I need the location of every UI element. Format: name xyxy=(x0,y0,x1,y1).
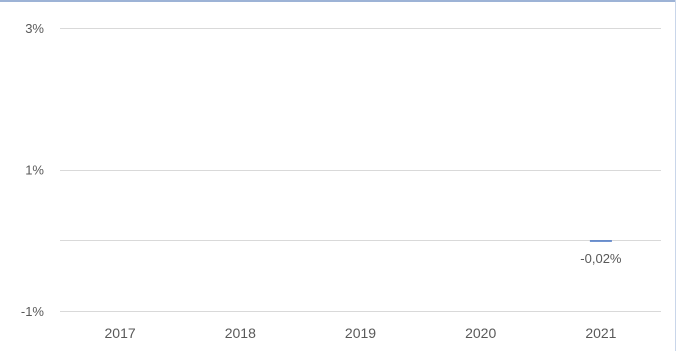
x-tick-label: 2021 xyxy=(585,325,616,341)
data-labels: -0,02% xyxy=(580,251,622,266)
data-label: -0,02% xyxy=(580,251,622,266)
y-tick-label: 1% xyxy=(25,163,44,178)
chart-top-border xyxy=(0,0,676,2)
gridlines xyxy=(60,28,661,312)
bar xyxy=(589,240,612,242)
x-axis-ticks: 2017 2018 2019 2020 2021 xyxy=(105,325,617,341)
y-axis-ticks: 3% 1% -1% xyxy=(21,21,45,319)
x-tick-label: 2018 xyxy=(225,325,256,341)
x-tick-label: 2020 xyxy=(465,325,496,341)
y-tick-label: 3% xyxy=(25,21,44,36)
x-tick-label: 2017 xyxy=(105,325,136,341)
y-tick-label: -1% xyxy=(21,304,45,319)
bars xyxy=(589,240,612,242)
x-tick-label: 2019 xyxy=(345,325,376,341)
